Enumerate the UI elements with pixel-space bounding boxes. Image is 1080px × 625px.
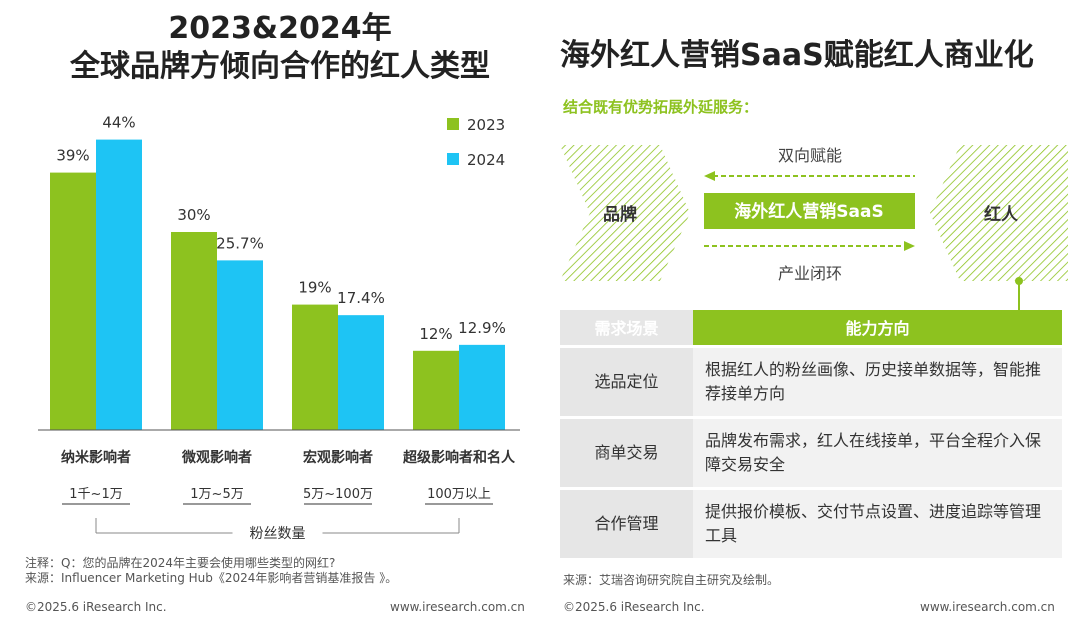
flow-diagram: 品牌 红人 双向赋能 海外红人营销SaaS 产业闭环	[560, 145, 1068, 310]
industry-loop-text: 产业闭环	[778, 264, 842, 283]
notes: 注释：Q：您的品牌在2024年主要会使用哪些类型的网红? 来源：Influenc…	[25, 556, 397, 586]
brand-label: 品牌	[603, 204, 637, 225]
influencer-label: 红人	[984, 204, 1019, 225]
right-arrow-head	[904, 241, 915, 251]
legend-swatch-2023	[447, 118, 459, 130]
scene-cell: 选品定位	[560, 344, 693, 417]
bar-2024-1	[96, 139, 142, 430]
chart-title-line2: 全球品牌方倾向合作的红人类型	[70, 49, 490, 84]
saas-center-label: 海外红人营销SaaS	[734, 201, 883, 222]
x-axis-label: 粉丝数量	[250, 526, 306, 542]
copyright-right: ©2025.6 iResearch Inc.	[563, 600, 705, 614]
legend-swatch-2024	[447, 153, 459, 165]
header-scene: 需求场景	[560, 310, 693, 346]
bar-2024-4	[459, 344, 505, 430]
website-link-right[interactable]: www.iresearch.com.cn	[920, 600, 1055, 614]
data-label-2023-4: 12%	[419, 325, 452, 343]
bar-2023-1	[50, 172, 96, 430]
scene-cell: 商单交易	[560, 415, 693, 488]
table-header-row: 需求场景 能力方向	[560, 310, 1062, 346]
bar-2023-2	[171, 232, 217, 430]
copyright-left: ©2025.6 iResearch Inc.	[25, 600, 167, 614]
source-right: 来源：艾瑞咨询研究院自主研究及绘制。	[563, 573, 780, 587]
left-arrow-head	[704, 171, 715, 181]
legend-label-2023: 2023	[467, 116, 505, 134]
capability-cell: 品牌发布需求，红人在线接单，平台全程介入保障交易安全	[693, 415, 1062, 488]
source-left: 来源：Influencer Marketing Hub《2024年影响者营销基准…	[25, 571, 398, 585]
follower-range-label-3: 5万~100万	[303, 487, 373, 502]
saas-center-box	[704, 193, 915, 229]
note-text: 注释：Q：您的品牌在2024年主要会使用哪些类型的网红?	[25, 556, 336, 570]
scene-cell: 合作管理	[560, 486, 693, 558]
category-label-1: 纳米影响者	[61, 449, 131, 466]
header-capability: 能力方向	[693, 310, 1062, 346]
category-label-3: 宏观影响者	[303, 449, 373, 466]
table-row: 选品定位 根据红人的粉丝画像、历史接单数据等，智能推荐接单方向	[560, 344, 1062, 417]
data-label-2024-2: 25.7%	[216, 234, 264, 252]
data-label-2024-1: 44%	[102, 114, 135, 132]
follower-range-label-1: 1千~1万	[69, 487, 122, 502]
two-way-empower-text: 双向赋能	[778, 146, 842, 165]
table-row: 商单交易 品牌发布需求，红人在线接单，平台全程介入保障交易安全	[560, 415, 1062, 488]
bar-2024-3	[338, 315, 384, 430]
diagram-subtitle: 结合既有优势拓展外延服务：	[563, 98, 759, 116]
table-row: 合作管理 提供报价模板、交付节点设置、进度追踪等管理工具	[560, 486, 1062, 558]
chart-title: 2023&2024年 全球品牌方倾向合作的红人类型	[20, 10, 540, 86]
legend-label-2024: 2024	[467, 151, 505, 169]
bar-2023-3	[292, 304, 338, 430]
bar-2024-2	[217, 260, 263, 430]
connector-dot	[1015, 277, 1023, 285]
chart-title-line1: 2023&2024年	[168, 11, 392, 46]
category-label-2: 微观影响者	[181, 449, 252, 466]
data-label-2023-2: 30%	[177, 206, 210, 224]
capability-cell: 根据红人的粉丝画像、历史接单数据等，智能推荐接单方向	[693, 344, 1062, 417]
bar-chart: 39% 44% 纳米影响者 1千~1万 30% 25.7% 微观影响者 1万~5万 19% 17.…	[38, 114, 520, 542]
bar-2023-4	[413, 350, 459, 430]
diagram-title: 海外红人营销SaaS赋能红人商业化	[560, 38, 1034, 73]
brand-hexagon	[560, 145, 690, 281]
capability-table: 需求场景 能力方向 选品定位 根据红人的粉丝画像、历史接单数据等，智能推荐接单方…	[560, 310, 1062, 558]
capability-cell: 提供报价模板、交付节点设置、进度追踪等管理工具	[693, 486, 1062, 558]
follower-range-label-2: 1万~5万	[190, 487, 243, 502]
data-label-2023-1: 39%	[56, 147, 89, 165]
data-label-2024-3: 17.4%	[337, 289, 385, 307]
category-label-4: 超级影响者和名人	[402, 449, 516, 466]
follower-range-label-4: 100万以上	[427, 487, 491, 502]
website-link-left[interactable]: www.iresearch.com.cn	[390, 600, 525, 614]
data-label-2024-4: 12.9%	[458, 319, 506, 337]
data-label-2023-3: 19%	[298, 279, 331, 297]
influencer-hexagon	[930, 145, 1068, 281]
